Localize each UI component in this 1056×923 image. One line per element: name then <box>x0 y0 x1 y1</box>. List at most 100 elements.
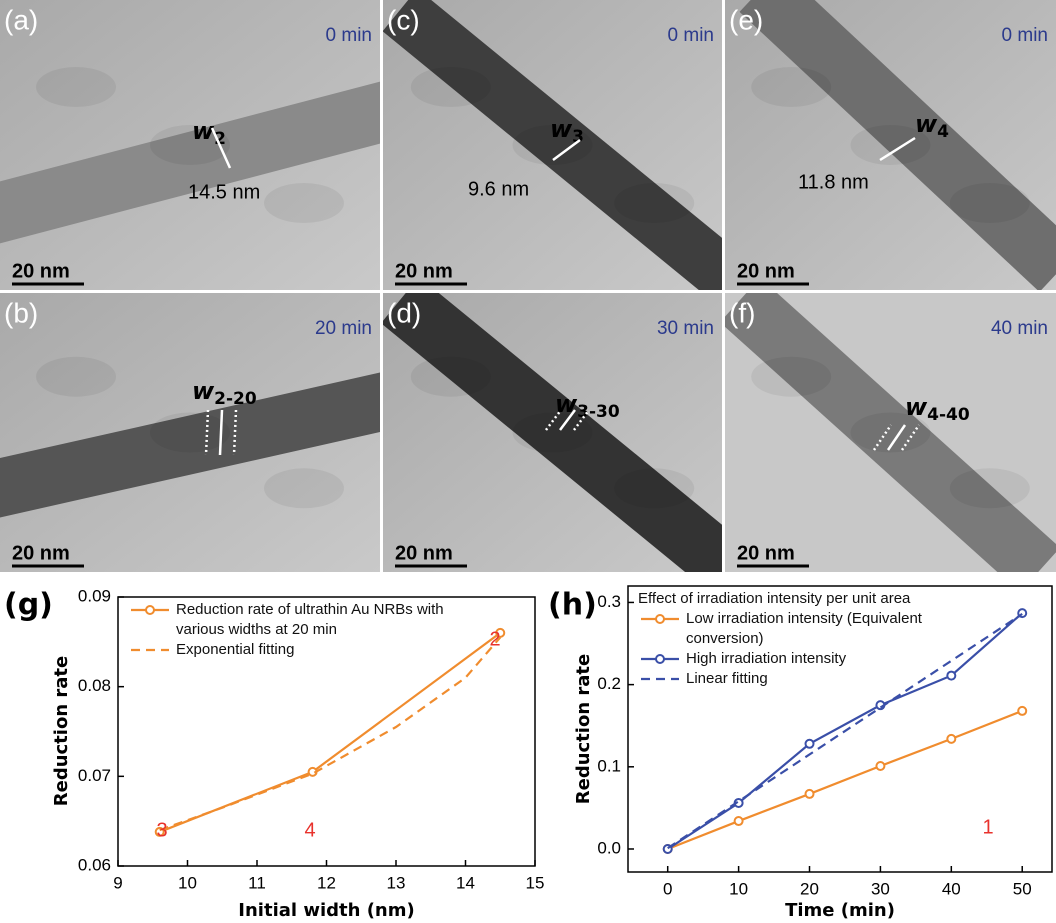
legend-title: Effect of irradiation intensity per unit… <box>638 590 911 607</box>
image-shade <box>410 67 491 107</box>
image-shade <box>850 125 931 165</box>
legend-label: Reduction rate of ultrathin Au NRBs with… <box>176 601 444 638</box>
image-shade <box>949 468 1030 509</box>
image-shade <box>949 183 1030 223</box>
width-arrow-dotted <box>573 409 590 431</box>
y-axis-label: Reduction rate <box>51 656 72 807</box>
y-tick-label: 0.0 <box>597 838 621 857</box>
image-shade <box>264 468 344 509</box>
x-axis-label: Initial width (nm) <box>238 900 414 921</box>
point-annotation: 2 <box>489 628 500 650</box>
width-symbol: w4 <box>915 110 949 142</box>
nanoribbon <box>725 293 1056 572</box>
width-measure: 11.8 nm <box>798 171 869 193</box>
time-label: 0 min <box>326 25 372 46</box>
width-arrow <box>879 136 916 162</box>
nanoribbon <box>383 0 722 290</box>
point-annotation: 1 <box>982 816 993 838</box>
width-arrow <box>886 424 907 451</box>
nanoribbon <box>739 0 1056 290</box>
panel-label: (c) <box>387 4 420 35</box>
panel-label: (d) <box>387 297 421 328</box>
y-tick-label: 0.07 <box>78 766 111 785</box>
panel-label: (g) <box>4 588 53 623</box>
scale-bar-label: 20 nm <box>12 542 70 564</box>
legend-swatch <box>641 654 679 664</box>
scale-bar-label: 20 nm <box>12 260 70 282</box>
scale-bar-label: 20 nm <box>395 260 453 282</box>
x-tick-label: 14 <box>456 873 475 892</box>
nanoribbon <box>383 293 722 572</box>
width-symbol-letter: w <box>192 117 215 145</box>
width-subscript: 2-20 <box>214 389 257 409</box>
y-tick-label: 0.1 <box>597 756 621 775</box>
nanoribbon <box>0 372 380 518</box>
legend-item: Exponential fitting <box>128 640 448 660</box>
width-subscript: 4-40 <box>927 405 970 425</box>
tem-panel: (d) 30 min 20 nm w3-30 <box>383 293 722 572</box>
time-label: 0 min <box>1002 25 1048 46</box>
image-shade <box>614 468 695 509</box>
y-tick-label: 0.2 <box>597 674 621 693</box>
data-point <box>1017 705 1028 716</box>
panel-label: (b) <box>4 297 38 328</box>
series-line <box>159 631 501 833</box>
width-subscript: 3 <box>572 127 584 147</box>
width-symbol: w4-40 <box>905 393 970 425</box>
image-shade <box>410 356 491 397</box>
legend-swatch <box>641 614 679 624</box>
panel-label: (f) <box>729 297 755 328</box>
image-shade <box>751 67 832 107</box>
legend-label: Low irradiation intensity (Equivalent co… <box>686 610 922 647</box>
y-tick-label: 0.09 <box>78 586 111 605</box>
legend-marker <box>655 614 665 624</box>
x-tick-label: 0 <box>663 879 672 898</box>
width-arrow-dotted <box>545 409 562 431</box>
width-subscript: 3-30 <box>577 402 620 422</box>
x-tick-label: 10 <box>729 879 748 898</box>
tem-panel: (a) 0 min 20 nm w2 14.5 nm <box>0 0 380 290</box>
series-line <box>159 636 502 832</box>
legend-item: High irradiation intensity <box>638 649 938 669</box>
scale-bar-label: 20 nm <box>737 260 795 282</box>
time-label: 40 min <box>991 318 1048 339</box>
tem-image <box>383 293 722 572</box>
legend-marker <box>145 605 155 615</box>
width-subscript: 4 <box>937 122 949 142</box>
width-subscript: 2 <box>214 129 226 149</box>
point-annotation: 4 <box>304 819 315 841</box>
legend-label: Exponential fitting <box>176 641 295 658</box>
legend-label: Linear fitting <box>686 670 768 687</box>
legend-label: High irradiation intensity <box>686 650 847 667</box>
data-point <box>733 816 744 827</box>
tem-image <box>0 0 380 290</box>
tem-image <box>0 293 380 572</box>
scale-bar-label: 20 nm <box>737 542 795 564</box>
x-tick-label: 40 <box>942 879 961 898</box>
time-label: 20 min <box>315 318 372 339</box>
panel-label: (a) <box>4 4 38 35</box>
image-shade <box>751 356 832 397</box>
series-line <box>667 709 1023 851</box>
image-shade <box>850 412 931 453</box>
width-arrow <box>218 409 224 456</box>
series-line <box>667 613 1023 850</box>
x-tick-label: 9 <box>113 873 122 892</box>
image-shade <box>512 125 593 165</box>
x-tick-label: 20 <box>800 879 819 898</box>
time-label: 30 min <box>657 318 714 339</box>
image-shade <box>36 67 116 107</box>
series-line <box>667 612 1023 850</box>
x-tick-label: 30 <box>871 879 890 898</box>
y-tick-label: 0.06 <box>78 855 111 874</box>
width-arrow <box>210 127 232 169</box>
data-point <box>946 670 957 681</box>
data-point <box>804 788 815 799</box>
width-symbol-letter: w <box>550 115 573 143</box>
width-symbol: w3 <box>550 115 584 147</box>
tem-image <box>725 0 1056 290</box>
tem-panel: (e) 0 min 20 nm w4 11.8 nm <box>725 0 1056 290</box>
legend-item: Low irradiation intensity (Equivalent co… <box>638 609 938 649</box>
